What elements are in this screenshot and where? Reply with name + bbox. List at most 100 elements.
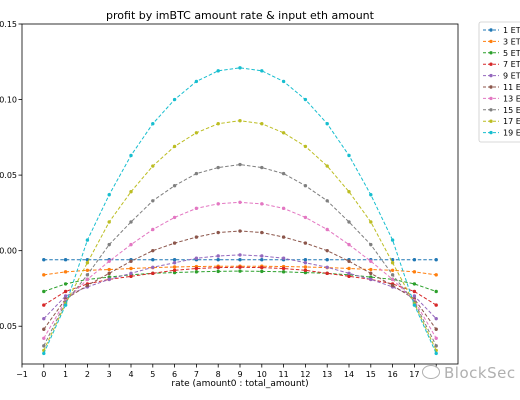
data-point [434,336,438,341]
data-point [129,190,133,194]
data-point [85,238,90,242]
data-point [434,273,438,277]
legend-item: 5 ETH [483,49,520,58]
data-point [216,69,220,73]
legend-item: 9 ETH [483,72,520,81]
data-point [303,265,308,269]
legend-swatch-marker [489,39,493,44]
data-point [369,220,373,224]
data-point [42,327,46,331]
data-point [151,271,155,276]
data-point [238,253,242,257]
data-point [107,193,111,197]
y-tick-label: 0.15 [0,20,17,29]
data-point [325,164,329,168]
legend-swatch-marker [489,28,493,32]
data-point [412,303,417,307]
data-point [216,269,220,274]
data-point [281,79,286,84]
data-point [390,238,395,242]
legend-swatch-marker [489,130,493,135]
data-point [369,242,373,247]
data-point [347,274,351,279]
data-point [151,227,155,232]
data-point [85,273,90,277]
data-point [347,242,351,247]
legend-swatch-marker [489,62,493,66]
data-point [63,289,68,294]
legend-label: 17 ETH [503,117,520,126]
x-tick-label: 16 [388,370,398,379]
data-point [85,268,90,273]
data-point [63,303,68,307]
x-tick-label: 1 [63,370,68,379]
data-point [303,215,308,220]
x-tick-label: 9 [237,370,242,379]
data-point [216,122,220,126]
data-point [281,235,286,239]
y-tick-label: 0.10 [0,96,17,105]
y-tick-label: 0.00 [0,247,17,256]
legend-label: 1 ETH [503,26,520,35]
data-point [347,220,351,224]
x-tick-label: 8 [216,370,221,379]
legend-label: 19 ETH [503,129,520,138]
data-point [238,269,242,273]
legend-label: 15 ETH [503,106,520,115]
watermark-logo-icon [422,365,440,379]
data-point [260,258,264,262]
data-point [412,282,417,286]
series-5 [42,253,438,321]
legend-label: 5 ETH [503,49,520,58]
data-point [194,256,199,260]
data-point [129,274,133,279]
legend-box [478,21,520,143]
x-tick-label: 3 [107,370,112,379]
data-point [194,206,199,211]
data-point [281,131,286,135]
data-point [325,227,329,232]
legend-swatch-marker [489,51,493,55]
data-point [107,267,111,272]
legend-item: 1 ETH [483,26,520,35]
chart-title: profit by imBTC amount rate & input eth … [106,9,375,22]
legend-swatch-marker [489,85,493,89]
data-point [172,144,177,149]
data-point [42,316,46,321]
data-point [107,271,111,276]
data-point [434,344,438,348]
data-point [42,303,46,307]
legend-label: 9 ETH [503,72,520,81]
data-point [369,277,373,282]
data-point [172,258,177,262]
data-point [194,270,199,274]
data-point [85,277,90,282]
data-point [347,266,351,271]
data-point [238,258,242,262]
data-point [63,282,68,286]
data-point [107,220,111,224]
data-point [390,277,395,282]
series-6 [42,229,438,331]
data-point [303,261,308,265]
data-point [325,265,329,269]
data-point [303,183,308,188]
data-point [129,271,133,276]
data-point [238,66,242,70]
data-point [216,230,220,235]
data-point [238,229,242,233]
x-tick-label: −1 [16,370,28,379]
legend-item: 17 ETH [483,117,520,126]
data-point [260,69,264,73]
x-tick-label: 13 [322,370,332,379]
watermark-text: BlockSec [444,364,516,382]
data-point [260,265,264,270]
legend-item: 13 ETH [483,94,520,103]
data-point [194,79,199,84]
data-point [434,289,438,294]
data-point [347,271,351,276]
data-point [42,336,46,341]
data-point [63,294,68,298]
